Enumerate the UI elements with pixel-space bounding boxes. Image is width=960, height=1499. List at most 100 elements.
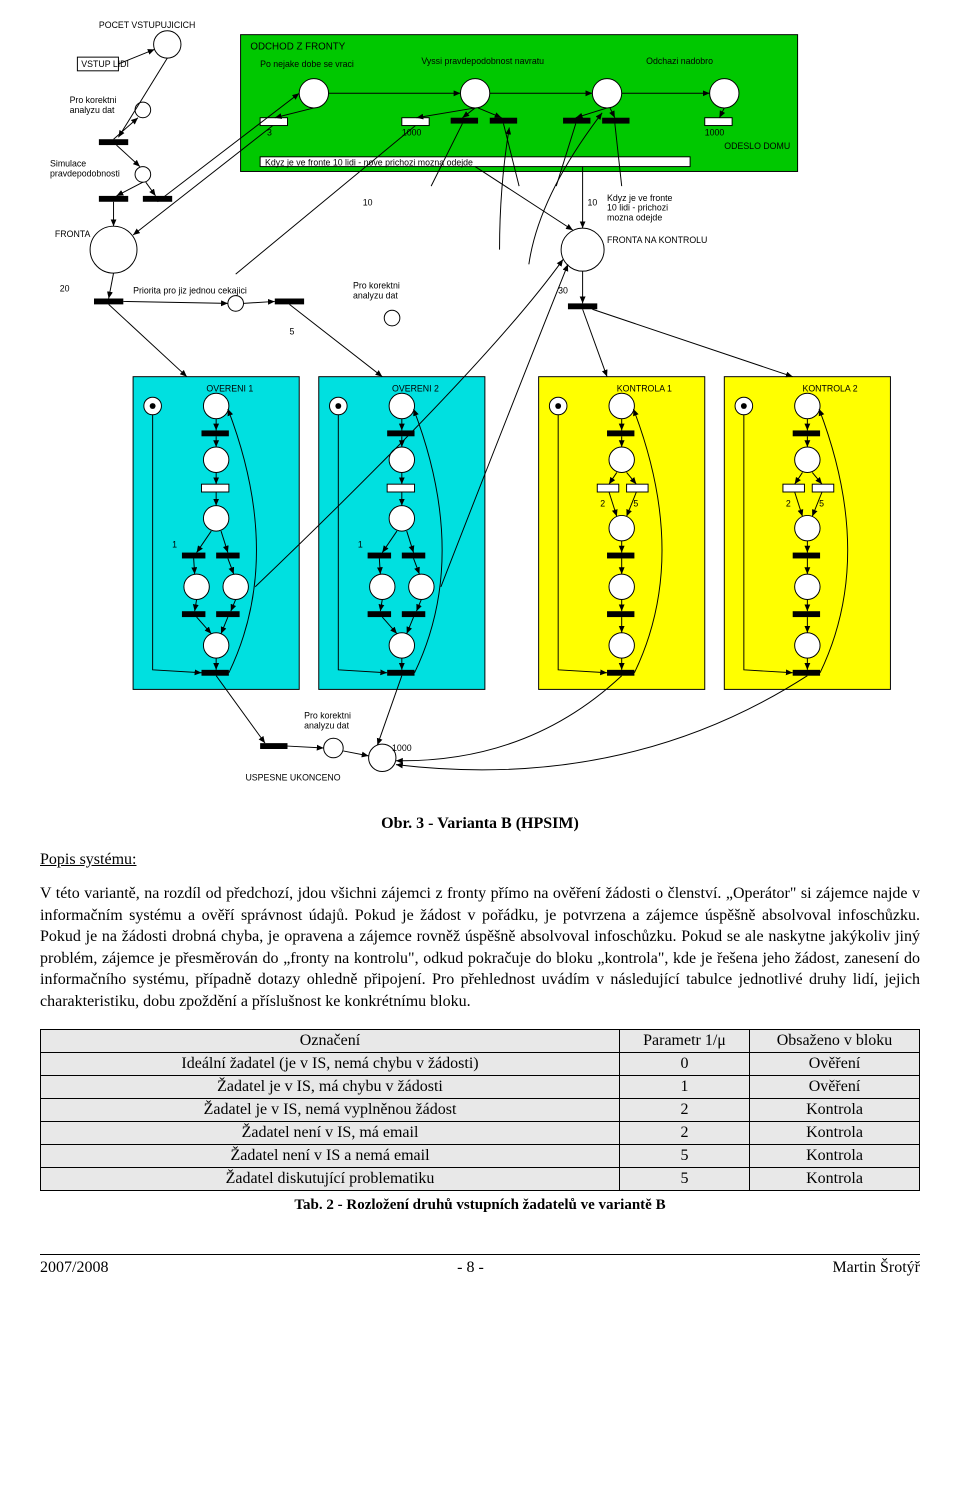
lbl-uspesne: USPESNE UKONCENO [245, 772, 340, 782]
table-header-row: Označení Parametr 1/μ Obsaženo v bloku [41, 1029, 920, 1052]
footer-right: Martin Šrotýř [832, 1259, 920, 1277]
lbl-n1000c: 1000 [392, 743, 412, 753]
lbl-pocet: POCET VSTUPUJICICH [99, 20, 195, 30]
lbl-simulace: Simulace [50, 159, 86, 169]
lbl-n3: 3 [267, 127, 272, 137]
place-g1 [299, 79, 328, 108]
trans-20 [94, 299, 123, 305]
table-cell: 2 [620, 1098, 750, 1121]
place-pocet [154, 31, 181, 58]
body-paragraph: V této variantě, na rozdíl od předchozí,… [40, 883, 920, 1013]
lbl-n10b: 10 [587, 198, 597, 208]
footer-left: 2007/2008 [40, 1259, 108, 1277]
lbl-fronta-kontrolu: FRONTA NA KONTROLU [607, 235, 707, 245]
trans-1 [99, 139, 128, 145]
trans-g-b1 [451, 118, 478, 124]
table-cell: Ideální žadatel (je v IS, nemá chybu v ž… [41, 1052, 620, 1075]
table-row: Žadatel není v IS a nemá email5Kontrola [41, 1144, 920, 1167]
trans-2b [143, 196, 172, 202]
lbl-overeni1: OVERENI 1 [206, 383, 253, 393]
table-cell: Kontrola [750, 1121, 920, 1144]
table-cell: Kontrola [750, 1098, 920, 1121]
lbl-korektni-3a: Pro korektni [304, 711, 351, 721]
table-cell: Kontrola [750, 1144, 920, 1167]
lbl-y2-5: 5 [819, 499, 824, 509]
table-row: Ideální žadatel (je v IS, nemá chybu v ž… [41, 1052, 920, 1075]
table-cell: Žadatel není v IS a nemá email [41, 1144, 620, 1167]
trans-g-w1 [260, 118, 287, 126]
table-caption: Tab. 2 - Rozložení druhů vstupních žadat… [40, 1197, 920, 1214]
table-cell: 0 [620, 1052, 750, 1075]
lbl-y2-2: 2 [786, 499, 791, 509]
petri-net-diagram: ODCHOD Z FRONTY POCET VSTUPUJICICH VSTUP… [40, 20, 920, 797]
table-row: Žadatel diskutující problematiku5Kontrol… [41, 1167, 920, 1190]
table-cell: Žadatel je v IS, nemá vyplněnou žádost [41, 1098, 620, 1121]
place-g3 [592, 79, 621, 108]
table-cell: Žadatel je v IS, má chybu v žádosti [41, 1075, 620, 1098]
table-row: Žadatel je v IS, nemá vyplněnou žádost2K… [41, 1098, 920, 1121]
lbl-odchazi: Odchazi nadobro [646, 56, 713, 66]
trans-g-w3 [705, 118, 732, 126]
lbl-c2-1: 1 [358, 540, 363, 550]
table-cell: 2 [620, 1121, 750, 1144]
lbl-kontrola1: KONTROLA 1 [617, 383, 672, 393]
lbl-overeni2: OVERENI 2 [392, 383, 439, 393]
place-g2 [460, 79, 489, 108]
lbl-vstup-lidi: VSTUP LIDI [81, 59, 129, 69]
col-h0: Označení [41, 1029, 620, 1052]
lbl-fronta: FRONTA [55, 229, 91, 239]
table-cell: Žadatel diskutující problematiku [41, 1167, 620, 1190]
trans-g-w2 [402, 118, 429, 126]
table-cell: 5 [620, 1144, 750, 1167]
trans-g-b2 [490, 118, 517, 124]
lbl-y1-2: 2 [600, 499, 605, 509]
place-korektni-3 [324, 738, 344, 758]
lbl-korektni-3b: analyzu dat [304, 720, 349, 730]
place-korektni-1 [135, 102, 151, 118]
lbl-y1-5: 5 [633, 499, 638, 509]
lbl-n10a: 10 [363, 198, 373, 208]
trans-g-b3 [563, 118, 590, 124]
applicant-table: Označení Parametr 1/μ Obsaženo v bloku I… [40, 1029, 920, 1191]
table-cell: Žadatel není v IS, má email [41, 1121, 620, 1144]
place-korektni-2 [384, 310, 400, 326]
table-cell: 1 [620, 1075, 750, 1098]
section-title: Popis systému: [40, 851, 920, 869]
table-row: Žadatel je v IS, má chybu v žádosti1Ověř… [41, 1075, 920, 1098]
lbl-n5: 5 [289, 327, 294, 337]
lbl-priorita: Priorita pro jiz jednou cekajici [133, 286, 247, 296]
lbl-korektni-2a: Pro korektni [353, 281, 400, 291]
lbl-korektni-2b: analyzu dat [353, 291, 398, 301]
trans-30 [568, 303, 597, 309]
table-cell: Ověření [750, 1052, 920, 1075]
figure-caption: Obr. 3 - Varianta B (HPSIM) [40, 815, 920, 833]
trans-g-b4 [602, 118, 629, 124]
place-priorita [228, 296, 244, 312]
place-g4 [710, 79, 739, 108]
lbl-odeslo: ODESLO DOMU [724, 141, 790, 151]
lbl-kdyz-je: Kdyz je ve fronte 10 lidi - nove prichoz… [265, 158, 473, 168]
lbl-n1000b: 1000 [705, 127, 725, 137]
col-h1: Parametr 1/μ [620, 1029, 750, 1052]
trans-2 [99, 196, 128, 202]
lbl-n20: 20 [60, 284, 70, 294]
table-cell: Kontrola [750, 1167, 920, 1190]
lbl-kdyz2-1: Kdyz je ve fronte [607, 193, 673, 203]
lbl-po-nejake: Po nejake dobe se vraci [260, 59, 354, 69]
trans-pri [275, 299, 304, 305]
page-footer: 2007/2008 - 8 - Martin Šrotýř [40, 1254, 920, 1277]
place-fronta [90, 226, 137, 273]
col-h2: Obsaženo v bloku [750, 1029, 920, 1052]
lbl-korektni-1: Pro korektni [70, 95, 117, 105]
place-simulace [135, 167, 151, 183]
green-title: ODCHOD Z FRONTY [250, 41, 345, 52]
lbl-c1-1: 1 [172, 540, 177, 550]
lbl-n30: 30 [558, 286, 568, 296]
lbl-korektni-1b: analyzu dat [70, 105, 115, 115]
lbl-simulace2: pravdepodobnosti [50, 168, 120, 178]
footer-center: - 8 - [457, 1259, 484, 1277]
table-cell: Ověření [750, 1075, 920, 1098]
lbl-kdyz2-3: mozna odejde [607, 212, 662, 222]
table-cell: 5 [620, 1167, 750, 1190]
table-row: Žadatel není v IS, má email2Kontrola [41, 1121, 920, 1144]
